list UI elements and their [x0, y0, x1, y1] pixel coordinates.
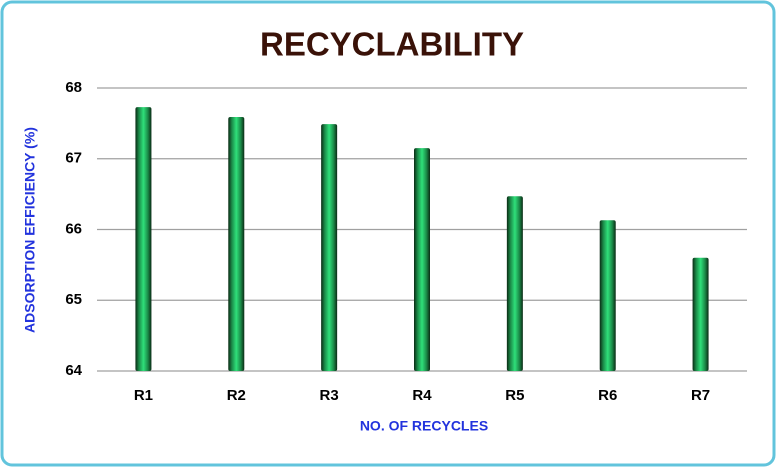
bar	[506, 196, 523, 371]
y-tick-label: 67	[65, 150, 82, 167]
y-tick-label: 65	[65, 291, 82, 308]
bar	[321, 124, 338, 372]
x-tick-label: R1	[134, 387, 153, 404]
y-tick-label: 68	[65, 79, 82, 96]
chart-title: RECYCLABILITY	[260, 26, 524, 63]
bar	[692, 257, 709, 371]
y-axis-label: ADSORPTION EFFICIENCY (%)	[22, 127, 38, 333]
x-tick-label: R3	[320, 387, 339, 404]
x-tick-label: R4	[412, 387, 432, 404]
bar	[135, 107, 152, 371]
bar	[228, 117, 245, 371]
x-tick-label: R2	[227, 387, 246, 404]
y-tick-label: 64	[65, 362, 82, 379]
x-axis-label: NO. OF RECYCLES	[360, 418, 488, 434]
x-tick-label: R5	[505, 387, 524, 404]
x-tick-label: R7	[691, 387, 710, 404]
bar	[414, 148, 430, 371]
bar	[599, 220, 616, 371]
x-tick-label: R6	[598, 387, 617, 404]
y-tick-label: 66	[65, 220, 82, 237]
